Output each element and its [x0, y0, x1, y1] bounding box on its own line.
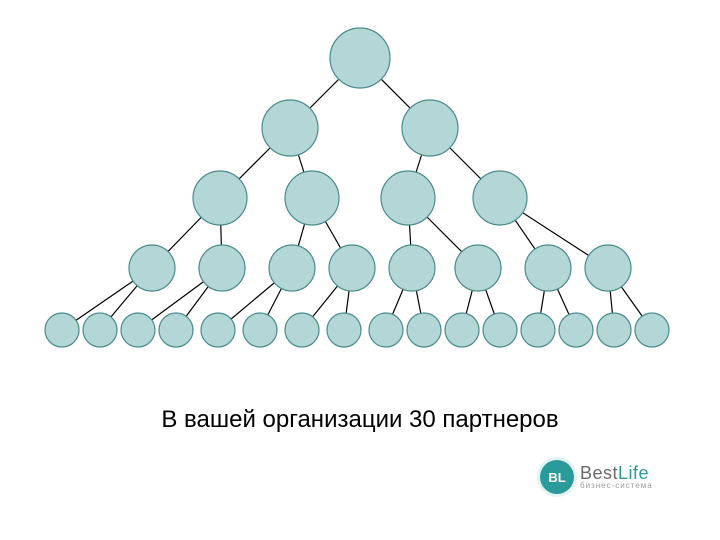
tree-node	[129, 245, 175, 291]
logo-main: BestLife	[580, 464, 653, 482]
tree-node	[45, 313, 79, 347]
tree-node	[389, 245, 435, 291]
tree-node	[521, 313, 555, 347]
tree-diagram	[0, 0, 720, 540]
tree-node	[473, 171, 527, 225]
tree-node	[381, 171, 435, 225]
logo-badge-icon: BL	[540, 460, 574, 494]
logo-main-a: Best	[580, 463, 618, 483]
tree-node	[327, 313, 361, 347]
tree-node	[483, 313, 517, 347]
tree-node	[243, 313, 277, 347]
logo-subtitle: бизнес-система	[580, 482, 653, 490]
logo-main-b: Life	[618, 463, 649, 483]
tree-node	[597, 313, 631, 347]
tree-node	[525, 245, 571, 291]
tree-node	[201, 313, 235, 347]
tree-node	[329, 245, 375, 291]
bestlife-logo: BL BestLife бизнес-система	[540, 460, 653, 494]
logo-text: BestLife бизнес-система	[580, 464, 653, 490]
tree-node	[369, 313, 403, 347]
tree-node	[285, 313, 319, 347]
caption-text: В вашей организации 30 партнеров	[0, 406, 720, 434]
tree-node	[407, 313, 441, 347]
tree-node	[159, 313, 193, 347]
tree-node	[445, 313, 479, 347]
tree-node	[402, 100, 458, 156]
tree-node	[559, 313, 593, 347]
tree-node	[455, 245, 501, 291]
tree-node	[585, 245, 631, 291]
tree-node	[199, 245, 245, 291]
tree-node	[269, 245, 315, 291]
diagram-stage: В вашей организации 30 партнеров BL Best…	[0, 0, 720, 540]
tree-node	[285, 171, 339, 225]
tree-node	[635, 313, 669, 347]
tree-node	[83, 313, 117, 347]
tree-node	[193, 171, 247, 225]
tree-node	[262, 100, 318, 156]
tree-node	[121, 313, 155, 347]
tree-node	[330, 28, 390, 88]
